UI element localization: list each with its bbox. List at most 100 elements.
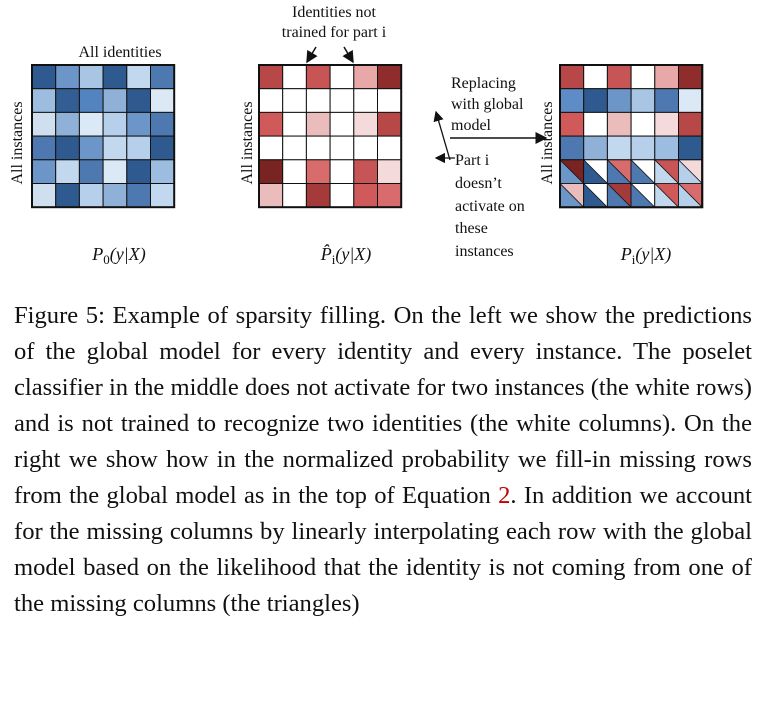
poselet-grid-cell [377,183,402,208]
global-grid-cell [102,88,128,113]
normalized-grid-cell [559,64,585,90]
interpolation-triangle [630,158,656,184]
poselet-grid-cell [353,159,378,185]
global-grid-cell [126,88,152,113]
poselet-grid-cell [377,64,402,90]
normalized-grid-cell [583,111,608,137]
poselet-grid-cell [329,135,355,161]
normalized-grid-cell [678,64,703,90]
part-annotation-line-2: doesn’t [455,175,502,192]
global-grid-cell [126,159,152,185]
poselet-grid-cell [282,183,307,208]
global-grid-cell [55,135,80,161]
replace-annotation-line-3: model [451,117,492,134]
left-panel-side-label: All instances [9,101,26,184]
normalized-grid-cell [606,88,632,113]
poselet-grid-cell [258,183,284,208]
global-grid-cell [126,111,152,137]
normalized-grid-cell [583,64,608,90]
global-grid-cell [31,64,57,90]
normalized-grid-cell [630,64,656,90]
global-grid-cell [150,183,175,208]
global-grid-cell [126,183,152,208]
poselet-grid-cell [258,111,284,137]
global-grid-cell [78,183,104,208]
left-panel-x-label: P0(y|X) [91,244,145,267]
global-grid-cell [126,64,152,90]
poselet-grid-cell [377,88,402,113]
poselet-grid-border [258,64,403,209]
normalized-grid-cell [630,111,656,137]
caption-text-before-ref: Example of sparsity filling. On the left… [14,302,752,509]
poselet-grid-cell [329,64,355,90]
global-grid-cell [78,111,104,137]
global-grid-cell [126,135,152,161]
replace-annotation-line-2: with global [451,96,524,113]
poselet-grid-cell [377,159,402,185]
normalized-grid-cell [559,135,585,161]
part-annotation-line-3: activate on [455,198,525,215]
poselet-grid-cell [282,64,307,90]
normalized-grid-outline [559,64,704,209]
interpolation-triangle [678,158,704,184]
global-grid-cell [102,111,128,137]
poselet-grid-cell [353,88,378,113]
poselet-grid-cell [305,64,331,90]
global-grid-cell [78,64,104,90]
global-grid-cell [78,135,104,161]
normalized-grid-cell [678,135,703,161]
poselet-grid-cell [329,183,355,208]
normalized-grid-cell [630,88,656,113]
rows-pointer-arrow [433,110,451,161]
normalized-grid-cell [606,64,632,90]
normalized-grid-cell [606,135,632,161]
global-grid-cell [102,183,128,208]
caption-text-after-ref: . In addition we account for the missing… [14,482,752,617]
caption-label: Figure 5: [14,302,105,329]
poselet-grid-cell [258,64,284,90]
poselet-grid-cell [329,88,355,113]
normalized-grid-cell [559,111,585,137]
global-grid-cell [78,88,104,113]
global-grid-cell [78,159,104,185]
global-grid-cell [150,88,175,113]
normalized-grid-cell [654,111,679,137]
figure-5-illustration: All identities All instances P0(y|X) Ide… [9,4,704,267]
poselet-grid-cell [353,64,378,90]
normalized-grid-cell [678,111,703,137]
normalized-grid-cell [654,88,679,113]
normalized-grid-cell [583,135,608,161]
interpolation-triangle [607,158,633,184]
global-grid-cell [31,183,57,208]
global-grid-cell [31,88,57,113]
left-panel-title: All identities [78,44,161,61]
global-grid-cell [55,88,80,113]
normalized-grid-cell [606,111,632,137]
figure-caption: Figure 5: Example of sparsity filling. O… [14,298,752,622]
middle-panel-note-line-1: Identities not [292,4,377,21]
poselet-grid-cell [282,159,307,185]
global-grid-cell [102,159,128,185]
poselet-grid-cell [282,111,307,137]
part-annotation-line-5: instances [455,243,514,260]
poselet-grid-cell [377,135,402,161]
poselet-grid-cell [258,88,284,113]
right-panel-x-label: Pi(y|X) [620,244,672,267]
equation-ref-link[interactable]: 2 [498,482,511,509]
normalized-grid-cell [654,135,679,161]
interpolation-triangle [583,158,609,184]
normalized-grid-cell [583,88,608,113]
poselet-grid-cell [329,159,355,185]
global-grid-cell [102,135,128,161]
poselet-grid-cell [258,135,284,161]
note-arrow-right [342,46,354,64]
poselet-grid-cell [305,88,331,113]
replace-annotation-line-1: Replacing [451,75,516,92]
normalized-grid-cell [630,135,656,161]
normalized-grid-cell [678,88,703,113]
normalized-grid-cell [654,64,679,90]
global-grid-cell [55,64,80,90]
poselet-grid-cell [353,111,378,137]
middle-panel-side-label: All instances [239,101,256,184]
poselet-grid-cell [282,88,307,113]
